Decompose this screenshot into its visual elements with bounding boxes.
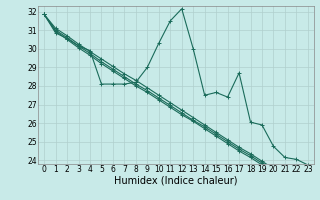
X-axis label: Humidex (Indice chaleur): Humidex (Indice chaleur) <box>114 176 238 186</box>
